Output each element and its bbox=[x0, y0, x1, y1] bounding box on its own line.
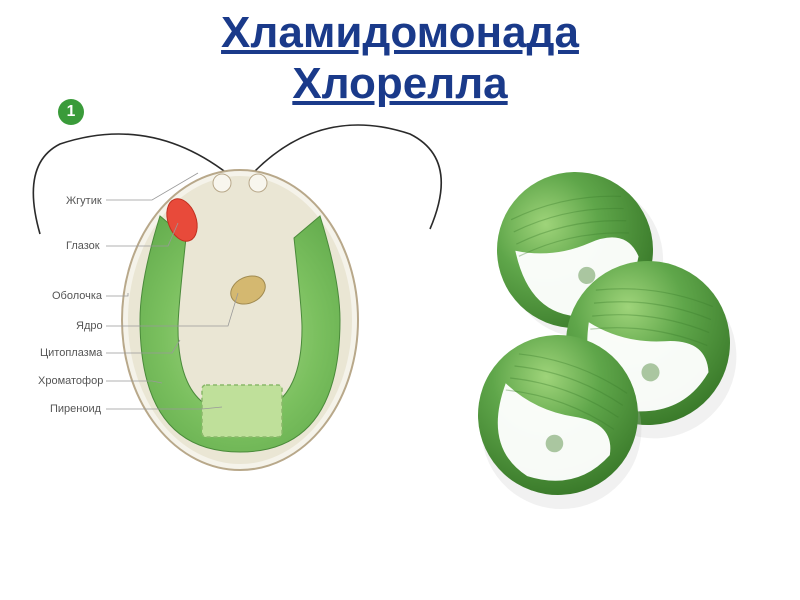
part-label: Ядро bbox=[76, 320, 103, 332]
diagram-svg bbox=[10, 95, 790, 595]
part-label: Хроматофор bbox=[38, 375, 103, 387]
part-label: Оболочка bbox=[52, 290, 102, 302]
part-label: Глазок bbox=[66, 240, 100, 252]
pyrenoid bbox=[202, 385, 282, 437]
contractile-vacuole bbox=[213, 174, 231, 192]
chlorella-cells bbox=[451, 156, 748, 532]
part-label: Жгутик bbox=[66, 195, 102, 207]
part-label: Пиреноид bbox=[50, 403, 101, 415]
title-block: Хламидомонада Хлорелла bbox=[0, 0, 800, 109]
part-label: Цитоплазма bbox=[40, 347, 102, 359]
diagram-area: 1 bbox=[10, 95, 790, 595]
contractile-vacuole bbox=[249, 174, 267, 192]
title-line-1: Хламидомонада bbox=[0, 8, 800, 59]
